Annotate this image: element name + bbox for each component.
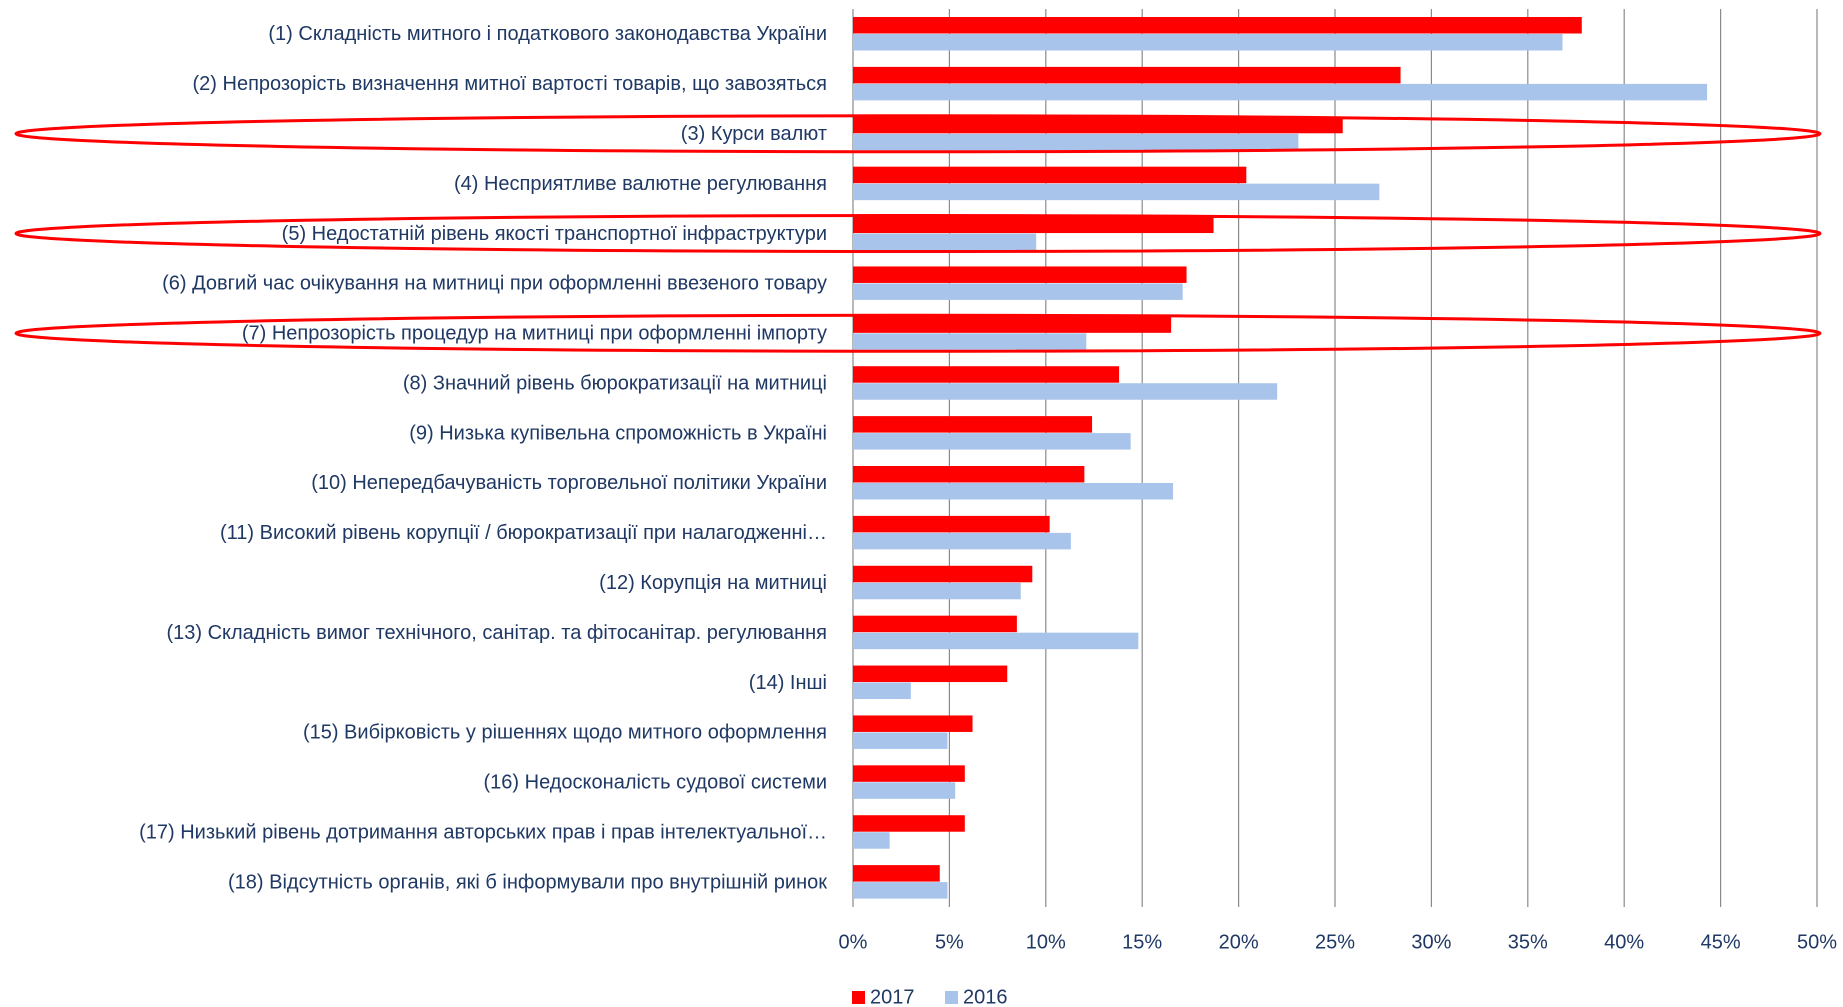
bar <box>853 682 911 700</box>
bar <box>853 416 1093 433</box>
x-tick-label: 0% <box>839 931 868 953</box>
bar <box>853 66 1401 84</box>
bar <box>853 233 1037 251</box>
bar <box>853 183 1380 201</box>
x-tick-label: 50% <box>1797 931 1837 953</box>
y-tick-label: (11) Високий рівень корупції / бюрократи… <box>220 522 827 544</box>
y-tick-label: (9) Низька купівельна спроможність в Укр… <box>409 422 827 444</box>
x-tick-label: 10% <box>1026 931 1066 953</box>
bar <box>853 732 948 749</box>
bar <box>853 133 1299 151</box>
bar <box>853 166 1247 184</box>
y-tick-label: (13) Складність вимог технічного, саніта… <box>166 622 827 644</box>
x-tick-label: 15% <box>1122 931 1162 953</box>
y-tick-label: (14) Інші <box>749 672 827 694</box>
legend-label: 2016 <box>963 986 1008 1007</box>
y-tick-label: (10) Непередбачуваність торговельної пол… <box>311 472 827 494</box>
y-tick-label: (12) Корупція на митниці <box>599 572 827 594</box>
bar <box>853 815 965 832</box>
bar <box>853 532 1071 550</box>
bar <box>853 565 1033 583</box>
x-tick-label: 25% <box>1315 931 1355 953</box>
bar <box>853 116 1343 134</box>
bar <box>853 383 1278 400</box>
x-tick-label: 35% <box>1508 931 1548 953</box>
bar <box>853 632 1139 650</box>
bar <box>853 782 956 799</box>
bar <box>853 266 1187 283</box>
y-tick-label: (8) Значний рівень бюрократизації на мит… <box>403 372 827 394</box>
bar <box>853 865 940 882</box>
bar <box>853 433 1131 450</box>
bar <box>853 34 1563 51</box>
highlight-ellipse <box>14 114 1822 154</box>
bar <box>853 615 1017 633</box>
bar <box>853 333 1087 350</box>
x-tick-label: 40% <box>1604 931 1644 953</box>
x-tick-label: 20% <box>1219 931 1259 953</box>
legend-swatch <box>852 991 865 1004</box>
y-tick-label: (6) Довгий час очікування на митниці при… <box>162 273 827 295</box>
y-tick-label: (5) Недостатній рівень якості транспортн… <box>282 223 827 245</box>
bar <box>853 715 973 732</box>
bar <box>853 466 1085 483</box>
bar <box>853 83 1708 101</box>
highlight-ellipse <box>14 313 1822 353</box>
x-tick-label: 45% <box>1701 931 1741 953</box>
bar <box>853 17 1582 34</box>
x-tick-label: 30% <box>1411 931 1451 953</box>
y-tick-label: (7) Непрозорість процедур на митниці при… <box>242 323 827 345</box>
bar <box>853 283 1183 300</box>
bar <box>853 665 1008 683</box>
y-tick-label: (3) Курси валют <box>681 123 827 145</box>
bar <box>853 483 1174 500</box>
highlight-ellipse <box>14 214 1822 253</box>
bar <box>853 832 890 849</box>
y-tick-label: (17) Низький рівень дотримання авторськи… <box>139 821 827 843</box>
bar <box>853 366 1120 383</box>
bar <box>853 515 1050 533</box>
bar <box>853 582 1021 600</box>
annotations <box>14 114 1822 353</box>
bar <box>853 316 1172 333</box>
bar <box>853 882 948 899</box>
bar <box>853 216 1214 234</box>
x-tick-label: 5% <box>935 931 964 953</box>
y-tick-label: (15) Вибірковість у рішеннях щодо митног… <box>303 722 827 744</box>
y-tick-label: (16) Недосконалість судової системи <box>484 772 827 794</box>
y-tick-label: (18) Відсутність органів, які б інформув… <box>228 871 827 893</box>
bar <box>853 765 965 782</box>
y-tick-label: (1) Складність митного і податкового зак… <box>268 23 827 45</box>
y-tick-label: (4) Несприятливе валютне регулювання <box>454 173 827 195</box>
legend-label: 2017 <box>870 986 915 1007</box>
y-tick-label: (2) Непрозорість визначення митної варто… <box>193 73 828 95</box>
legend-swatch <box>945 991 958 1004</box>
